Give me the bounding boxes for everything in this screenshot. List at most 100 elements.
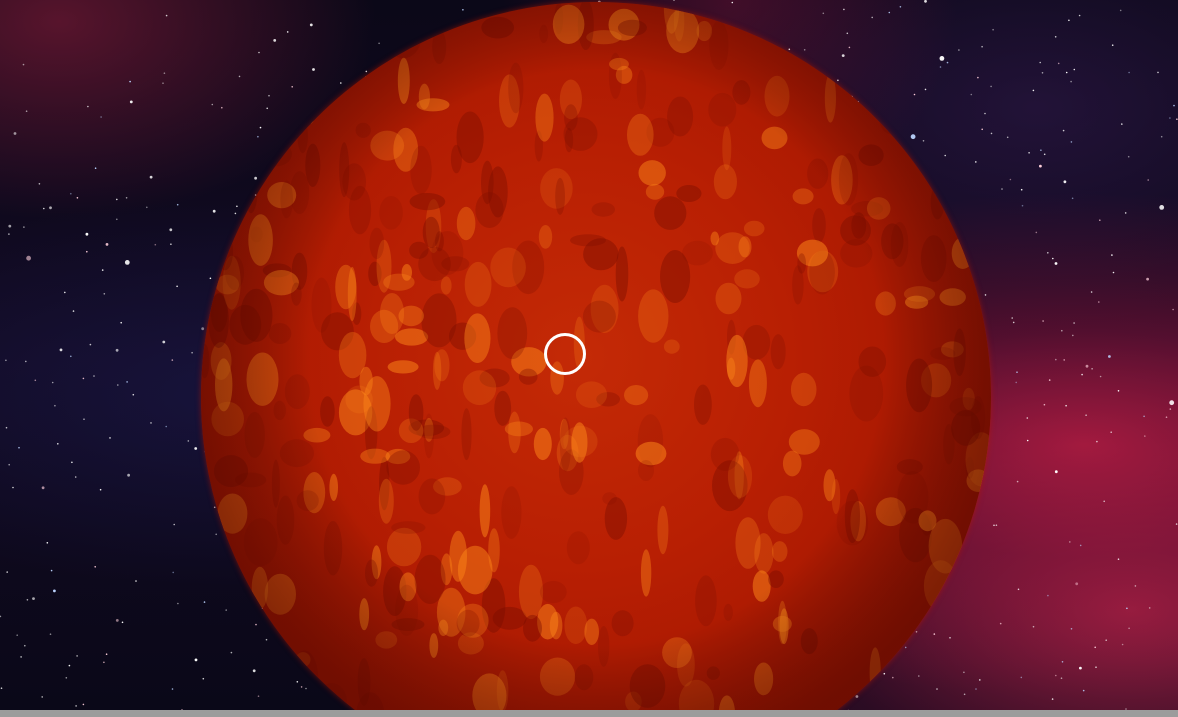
star bbox=[1032, 625, 1035, 628]
star bbox=[1073, 322, 1075, 324]
star bbox=[1048, 379, 1051, 381]
star bbox=[1090, 291, 1093, 293]
surface-hotspot bbox=[895, 9, 912, 49]
star bbox=[70, 192, 72, 195]
star bbox=[25, 110, 28, 112]
star bbox=[995, 524, 998, 526]
star bbox=[1108, 355, 1111, 358]
star bbox=[103, 661, 105, 664]
star bbox=[939, 66, 942, 68]
star bbox=[1016, 371, 1018, 374]
star bbox=[203, 601, 206, 603]
star bbox=[268, 94, 270, 97]
star bbox=[86, 250, 88, 253]
star bbox=[848, 46, 851, 49]
star bbox=[64, 291, 66, 294]
red-sun-sphere[interactable] bbox=[201, 2, 991, 717]
star bbox=[116, 198, 118, 201]
surface-hotspot bbox=[254, 140, 275, 168]
star bbox=[135, 580, 137, 582]
star bbox=[43, 207, 45, 210]
star bbox=[1061, 661, 1064, 663]
star bbox=[1070, 80, 1072, 83]
star bbox=[305, 687, 307, 690]
star bbox=[94, 167, 97, 169]
star bbox=[258, 51, 260, 54]
star bbox=[1143, 415, 1145, 418]
star bbox=[1094, 646, 1096, 649]
star bbox=[841, 54, 845, 57]
star bbox=[1015, 381, 1017, 384]
star bbox=[1055, 358, 1057, 361]
surface-shade bbox=[976, 79, 991, 93]
surface-shade bbox=[878, 679, 891, 712]
star bbox=[1047, 252, 1049, 254]
star bbox=[1009, 178, 1012, 181]
star bbox=[53, 589, 56, 593]
star bbox=[1169, 408, 1172, 410]
star bbox=[837, 79, 839, 82]
star bbox=[913, 93, 916, 96]
surface-hotspot bbox=[241, 54, 273, 83]
star bbox=[933, 633, 936, 635]
star bbox=[8, 224, 12, 228]
star bbox=[1128, 71, 1130, 74]
star bbox=[105, 243, 109, 246]
surface-shade bbox=[391, 2, 400, 43]
star bbox=[238, 75, 241, 78]
star bbox=[1020, 676, 1023, 679]
star bbox=[1041, 72, 1044, 74]
star bbox=[12, 486, 14, 489]
star bbox=[1099, 219, 1101, 221]
star bbox=[163, 72, 166, 74]
star bbox=[1110, 431, 1112, 434]
star bbox=[1054, 36, 1057, 38]
star bbox=[1039, 164, 1042, 168]
surface-shade bbox=[396, 13, 409, 45]
star bbox=[975, 688, 977, 690]
star bbox=[93, 375, 95, 377]
star bbox=[5, 426, 8, 429]
star bbox=[904, 646, 907, 649]
surface-shade bbox=[321, 20, 354, 36]
surface-shade bbox=[874, 73, 905, 116]
star bbox=[1032, 89, 1035, 92]
star bbox=[212, 209, 216, 213]
star bbox=[365, 70, 368, 73]
surface-shade bbox=[277, 41, 307, 56]
star bbox=[126, 381, 128, 383]
star bbox=[1117, 558, 1120, 560]
star bbox=[1072, 334, 1074, 337]
star bbox=[177, 602, 179, 605]
star bbox=[273, 39, 277, 42]
star bbox=[992, 28, 994, 31]
star bbox=[49, 633, 52, 635]
star bbox=[70, 355, 72, 358]
star bbox=[843, 8, 845, 11]
star bbox=[949, 637, 951, 639]
star bbox=[1103, 500, 1105, 503]
star bbox=[1085, 364, 1089, 368]
star bbox=[1082, 689, 1085, 692]
star bbox=[162, 82, 164, 84]
surface-shade bbox=[306, 682, 334, 717]
star bbox=[1127, 155, 1130, 158]
star bbox=[1040, 149, 1042, 151]
star bbox=[82, 377, 85, 380]
star bbox=[149, 175, 153, 179]
star bbox=[1124, 212, 1127, 214]
star bbox=[1065, 71, 1068, 74]
surface-hotspot bbox=[242, 49, 254, 100]
star bbox=[963, 693, 966, 696]
surface-shade bbox=[215, 185, 249, 213]
star bbox=[1020, 188, 1023, 191]
star bbox=[257, 695, 260, 697]
star bbox=[1073, 68, 1076, 71]
star bbox=[1112, 271, 1115, 274]
star bbox=[26, 599, 29, 601]
star bbox=[209, 277, 212, 280]
star bbox=[1001, 188, 1003, 190]
star bbox=[51, 381, 54, 384]
star bbox=[936, 688, 938, 690]
